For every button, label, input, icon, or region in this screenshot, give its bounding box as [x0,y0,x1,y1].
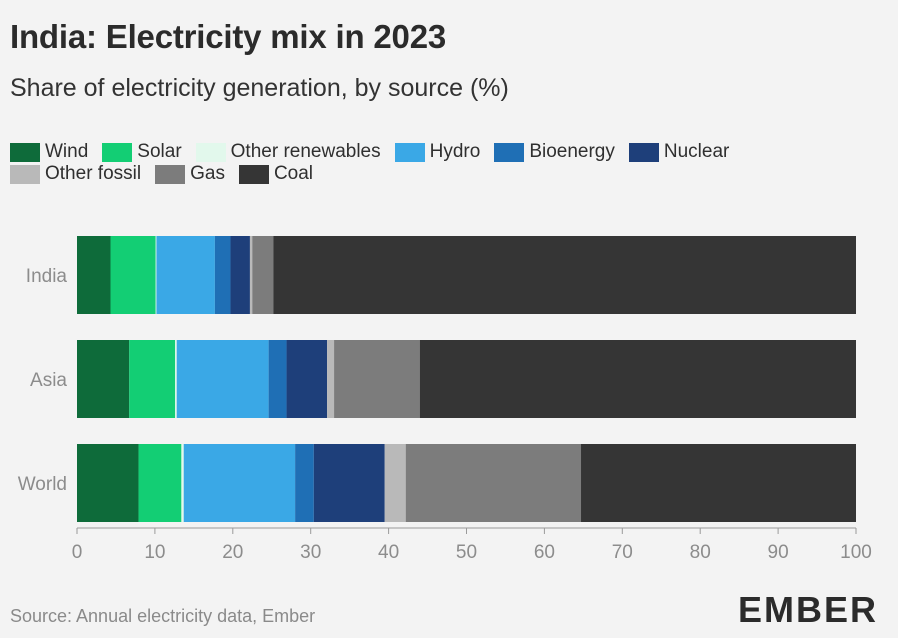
x-tick-label-70: 70 [612,542,633,563]
legend-item-bioenergy: Bioenergy [494,141,615,163]
category-label-asia: Asia [30,370,67,391]
legend-item-wind: Wind [10,141,88,163]
bar-asia-coal [419,340,856,418]
bar-asia-other-renewables [175,340,177,418]
bar-india-solar [110,236,156,314]
bar-asia-solar [129,340,176,418]
bar-asia-gas [334,340,420,418]
legend-item-nuclear: Nuclear [628,141,730,163]
bar-world-wind [77,444,139,522]
legend-label-other-fossil: Other fossil [45,163,142,184]
legend-item-coal: Coal [238,163,314,185]
x-tick-label-0: 0 [72,542,83,563]
legend-swatch-solar [102,142,133,162]
x-tick-label-60: 60 [534,542,555,563]
bar-asia-bioenergy [268,340,287,418]
bar-asia-other-fossil [327,340,335,418]
x-tick-label-40: 40 [378,542,399,563]
bar-world-other-fossil [384,444,406,522]
legend-swatch-coal [238,164,269,184]
legend-swatch-other-renewables [195,142,226,162]
legend-label-coal: Coal [273,163,314,184]
legend-item-other-fossil: Other fossil [10,163,141,185]
ember-logo: EMBER [737,589,878,630]
legend-label-bioenergy: Bioenergy [529,141,615,162]
bar-india-other-renewables [155,236,157,314]
category-label-world: World [18,474,67,495]
bar-asia-wind [77,340,130,418]
legend-swatch-bioenergy [494,142,525,162]
legend-row-2: Other fossil Gas Coal [10,163,880,185]
legend-label-nuclear: Nuclear [663,141,730,162]
bar-asia-hydro [176,340,269,418]
legend-swatch-nuclear [628,142,659,162]
legend-label-other-renewables: Other renewables [230,141,381,162]
x-tick-label-80: 80 [690,542,711,563]
bar-asia-nuclear [286,340,328,418]
x-tick-label-90: 90 [768,542,789,563]
legend-swatch-gas [155,164,186,184]
source-note: Source: Annual electricity data, Ember [10,606,316,626]
x-tick-label-10: 10 [144,542,165,563]
legend-label-solar: Solar [137,141,182,162]
bar-world-nuclear [313,444,385,522]
bar-india-wind [77,236,111,314]
bar-india-bioenergy [214,236,231,314]
x-tick-label-20: 20 [222,542,243,563]
chart-subtitle: Share of electricity generation, by sour… [10,74,509,102]
legend-item-solar: Solar [102,141,182,163]
bar-india-other-fossil [249,236,253,314]
legend-swatch-wind [10,142,40,162]
legend-item-other-renewables: Other renewables [195,141,381,163]
bar-world-coal [581,444,856,522]
x-tick-label-30: 30 [300,542,321,563]
bar-world-hydro [183,444,296,522]
legend-label-gas: Gas [190,163,225,184]
bar-world-other-renewables [181,444,184,522]
legend-label-hydro: Hydro [429,141,481,162]
bar-india-nuclear [230,236,250,314]
bar-india-coal [273,236,857,314]
legend: Wind Solar Other renewables Hydro Bioene… [10,141,880,185]
legend-swatch-other-fossil [10,164,40,184]
bar-india-hydro [156,236,215,314]
bar-world-solar [138,444,182,522]
chart-title: India: Electricity mix in 2023 [10,18,447,55]
legend-label-wind: Wind [45,141,89,162]
legend-item-gas: Gas [155,163,225,185]
category-label-india: India [26,266,68,287]
legend-swatch-hydro [394,142,425,162]
bar-world-bioenergy [295,444,314,522]
x-tick-label-50: 50 [456,542,477,563]
bar-world-gas [405,444,582,522]
x-tick-label-100: 100 [840,542,872,563]
legend-item-hydro: Hydro [394,141,481,163]
bar-india-gas [252,236,274,314]
legend-row-1: Wind Solar Other renewables Hydro Bioene… [10,141,880,163]
